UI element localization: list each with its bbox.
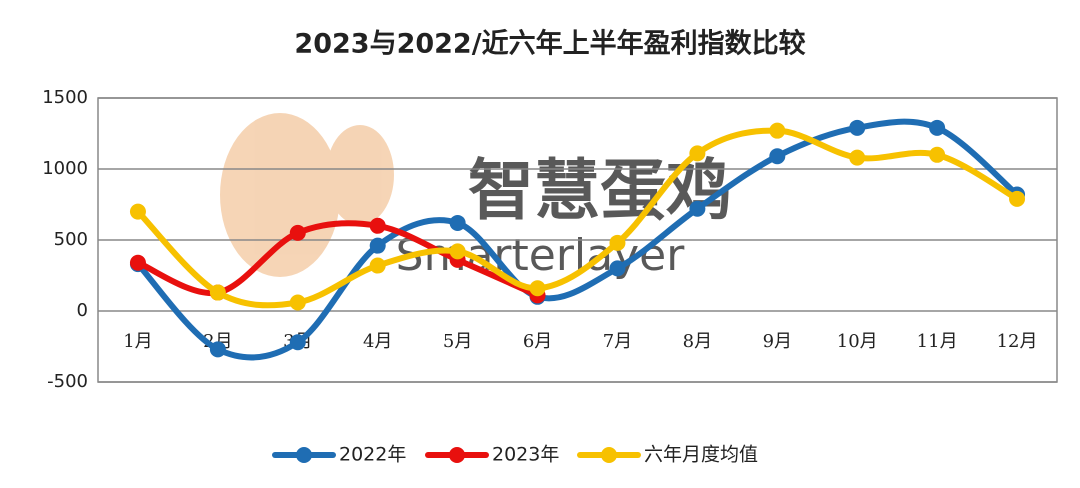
series-point: [529, 280, 546, 297]
legend-marker: [449, 447, 465, 463]
series-point: [689, 200, 706, 217]
watermark: 智慧蛋鸡: [468, 152, 732, 229]
x-tick-label: 1月: [123, 331, 152, 352]
series-point: [289, 294, 306, 311]
y-tick-label: 1500: [42, 87, 88, 108]
x-tick-label: 11月: [917, 331, 958, 352]
legend-marker: [296, 447, 312, 463]
legend-label: 六年月度均值: [644, 444, 758, 466]
series-line: [134, 118, 1021, 361]
series-point: [369, 237, 386, 254]
x-tick-label: 9月: [763, 331, 792, 352]
y-tick-label: -500: [47, 371, 88, 392]
x-tick-label: 5月: [443, 331, 472, 352]
watermark-logo: [220, 113, 394, 277]
series-point: [129, 254, 146, 271]
series-point: [369, 257, 386, 274]
y-tick-label: 500: [54, 229, 88, 250]
series-point: [689, 145, 706, 162]
series-point: [609, 260, 626, 277]
series-point: [849, 149, 866, 166]
x-tick-label: 6月: [523, 331, 552, 352]
series-point: [609, 234, 626, 251]
series-point: [449, 214, 466, 231]
y-tick-label: 1000: [42, 158, 88, 179]
y-tick-label: 0: [77, 300, 88, 321]
legend-label: 2023年: [492, 444, 559, 466]
series-point: [289, 334, 306, 351]
series-point: [929, 119, 946, 136]
series-point: [369, 217, 386, 234]
series-point: [129, 203, 146, 220]
chart-title: 2023与2022/近六年上半年盈利指数比较: [294, 28, 805, 60]
legend-marker: [601, 447, 617, 463]
series-point: [929, 146, 946, 163]
series-point: [769, 122, 786, 139]
series-point: [1009, 190, 1026, 207]
x-tick-label: 8月: [683, 331, 712, 352]
series-point: [849, 119, 866, 136]
x-tick-label: 4月: [363, 331, 392, 352]
series-point: [209, 341, 226, 358]
series-point: [769, 148, 786, 165]
series-point: [289, 224, 306, 241]
x-tick-label: 7月: [603, 331, 632, 352]
legend-label: 2022年: [339, 444, 406, 466]
series-point: [209, 284, 226, 301]
x-tick-label: 10月: [837, 331, 878, 352]
x-tick-label: 12月: [997, 331, 1038, 352]
series-point: [449, 243, 466, 260]
